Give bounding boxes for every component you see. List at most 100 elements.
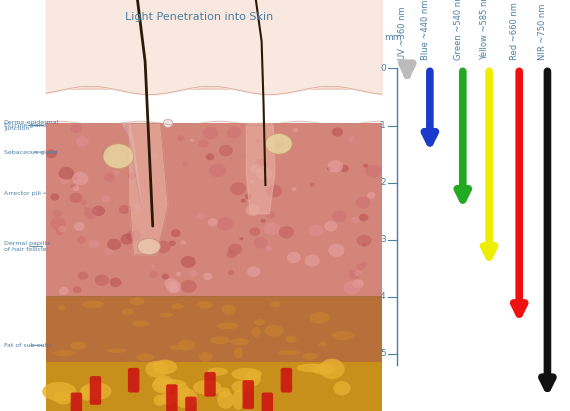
Ellipse shape xyxy=(147,151,158,160)
Ellipse shape xyxy=(217,217,233,231)
Ellipse shape xyxy=(302,353,318,360)
Polygon shape xyxy=(246,123,275,214)
Text: Yellow ~585 nm: Yellow ~585 nm xyxy=(480,0,489,60)
Ellipse shape xyxy=(344,281,360,294)
Ellipse shape xyxy=(136,354,154,361)
Ellipse shape xyxy=(357,235,372,247)
Ellipse shape xyxy=(254,319,265,326)
Ellipse shape xyxy=(217,323,238,329)
Ellipse shape xyxy=(230,182,246,195)
Ellipse shape xyxy=(174,383,190,400)
Ellipse shape xyxy=(199,351,212,362)
Ellipse shape xyxy=(332,331,354,340)
Ellipse shape xyxy=(101,195,111,202)
Ellipse shape xyxy=(181,256,196,268)
Ellipse shape xyxy=(197,301,213,309)
Ellipse shape xyxy=(250,164,262,173)
Ellipse shape xyxy=(137,238,160,255)
Ellipse shape xyxy=(110,278,121,287)
Ellipse shape xyxy=(71,184,76,189)
Ellipse shape xyxy=(231,381,252,393)
Ellipse shape xyxy=(52,210,62,217)
Ellipse shape xyxy=(149,271,158,278)
Ellipse shape xyxy=(128,206,135,212)
Ellipse shape xyxy=(54,391,73,404)
Ellipse shape xyxy=(296,363,327,372)
Ellipse shape xyxy=(210,336,230,344)
Ellipse shape xyxy=(72,185,79,191)
Ellipse shape xyxy=(254,237,268,249)
Ellipse shape xyxy=(226,127,241,139)
Ellipse shape xyxy=(327,167,331,170)
Ellipse shape xyxy=(311,364,335,375)
Ellipse shape xyxy=(352,279,364,288)
Ellipse shape xyxy=(84,208,98,219)
Ellipse shape xyxy=(104,173,115,182)
Ellipse shape xyxy=(120,234,134,245)
Ellipse shape xyxy=(365,165,382,178)
Ellipse shape xyxy=(104,248,113,255)
Ellipse shape xyxy=(279,226,294,238)
Ellipse shape xyxy=(103,150,109,156)
Ellipse shape xyxy=(310,312,329,324)
Ellipse shape xyxy=(332,210,347,222)
Ellipse shape xyxy=(125,152,132,158)
FancyBboxPatch shape xyxy=(185,397,197,411)
Ellipse shape xyxy=(319,342,327,346)
Ellipse shape xyxy=(154,375,173,391)
Ellipse shape xyxy=(309,224,323,236)
Ellipse shape xyxy=(172,303,184,309)
Ellipse shape xyxy=(59,287,69,295)
Ellipse shape xyxy=(119,205,130,214)
FancyBboxPatch shape xyxy=(89,376,101,405)
Ellipse shape xyxy=(103,144,134,169)
Ellipse shape xyxy=(255,139,261,143)
Ellipse shape xyxy=(59,167,74,180)
Ellipse shape xyxy=(122,309,133,315)
Ellipse shape xyxy=(206,153,214,160)
Ellipse shape xyxy=(245,371,260,386)
Ellipse shape xyxy=(324,221,337,231)
Ellipse shape xyxy=(73,286,82,293)
Ellipse shape xyxy=(107,239,121,250)
Ellipse shape xyxy=(70,193,82,203)
Text: Red ~660 nm: Red ~660 nm xyxy=(510,2,519,60)
Ellipse shape xyxy=(128,173,136,179)
Ellipse shape xyxy=(56,229,64,235)
Ellipse shape xyxy=(60,177,69,185)
Ellipse shape xyxy=(357,263,365,270)
Ellipse shape xyxy=(230,338,249,345)
FancyBboxPatch shape xyxy=(262,393,273,411)
Ellipse shape xyxy=(145,361,168,378)
Text: Light Penetration into Skin: Light Penetration into Skin xyxy=(125,12,274,22)
Text: UV ~360 nm: UV ~360 nm xyxy=(398,6,408,60)
Ellipse shape xyxy=(319,359,345,379)
Ellipse shape xyxy=(58,305,66,310)
Ellipse shape xyxy=(166,281,181,293)
Ellipse shape xyxy=(154,395,165,406)
Ellipse shape xyxy=(286,335,297,343)
Ellipse shape xyxy=(333,381,351,395)
Ellipse shape xyxy=(76,136,89,146)
Ellipse shape xyxy=(250,180,254,184)
Ellipse shape xyxy=(177,135,184,141)
Bar xyxy=(46,123,382,296)
Ellipse shape xyxy=(169,240,176,246)
Ellipse shape xyxy=(161,393,175,405)
Bar xyxy=(46,296,382,362)
Ellipse shape xyxy=(202,127,218,139)
Ellipse shape xyxy=(169,345,185,350)
Ellipse shape xyxy=(107,348,127,353)
FancyBboxPatch shape xyxy=(280,368,292,393)
Ellipse shape xyxy=(264,222,280,235)
Ellipse shape xyxy=(359,214,368,221)
Ellipse shape xyxy=(165,278,178,289)
Ellipse shape xyxy=(367,192,376,199)
Ellipse shape xyxy=(241,199,246,203)
Ellipse shape xyxy=(80,200,87,205)
Ellipse shape xyxy=(354,270,361,276)
FancyBboxPatch shape xyxy=(166,384,178,411)
Ellipse shape xyxy=(95,275,109,286)
Ellipse shape xyxy=(247,266,260,277)
Ellipse shape xyxy=(50,194,59,201)
